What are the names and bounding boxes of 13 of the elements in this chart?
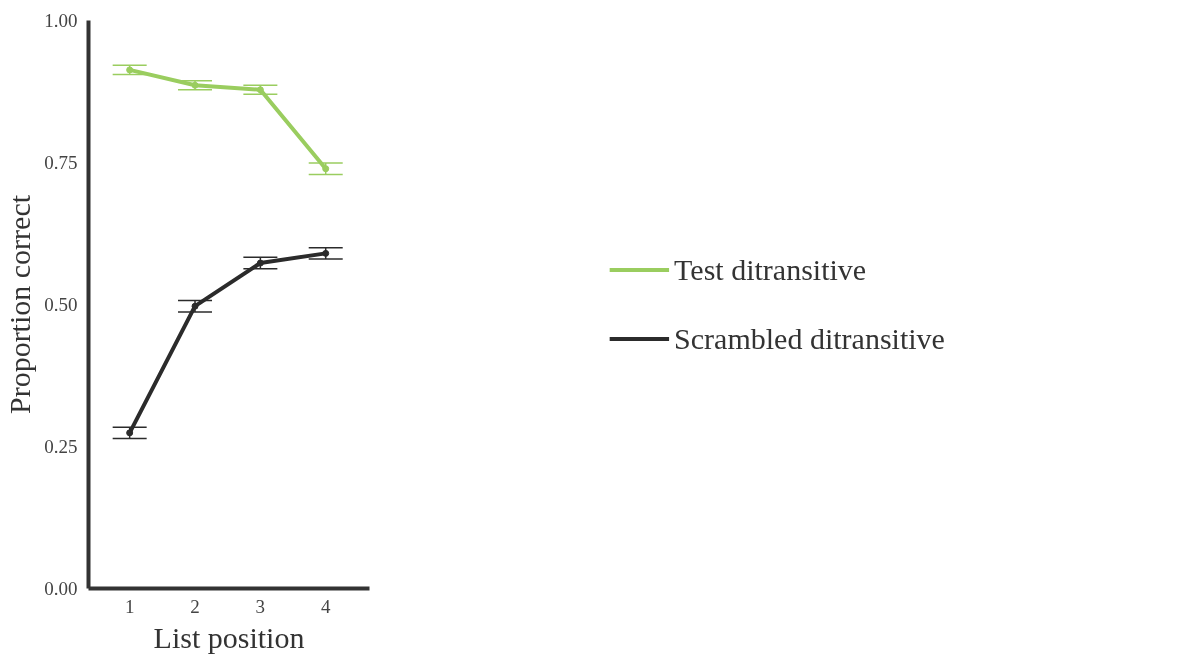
x-tick-label: 4 xyxy=(320,595,331,617)
legend-label: Scrambled ditransitive xyxy=(674,321,945,356)
x-tick-label: 3 xyxy=(255,595,266,617)
y-tick-label: 1.00 xyxy=(44,10,78,31)
x-tick-label: 1 xyxy=(124,595,135,617)
x-tick-label: 2 xyxy=(190,595,200,617)
x-axis-title: List position xyxy=(153,620,305,654)
y-tick-label: 0.00 xyxy=(44,578,78,599)
y-axis-title: Proportion correct xyxy=(3,194,37,415)
legend-label: Test ditransitive xyxy=(674,252,867,287)
y-tick-label: 0.50 xyxy=(44,294,78,315)
y-tick-label: 0.25 xyxy=(44,436,78,457)
y-tick-label: 0.75 xyxy=(44,152,78,173)
